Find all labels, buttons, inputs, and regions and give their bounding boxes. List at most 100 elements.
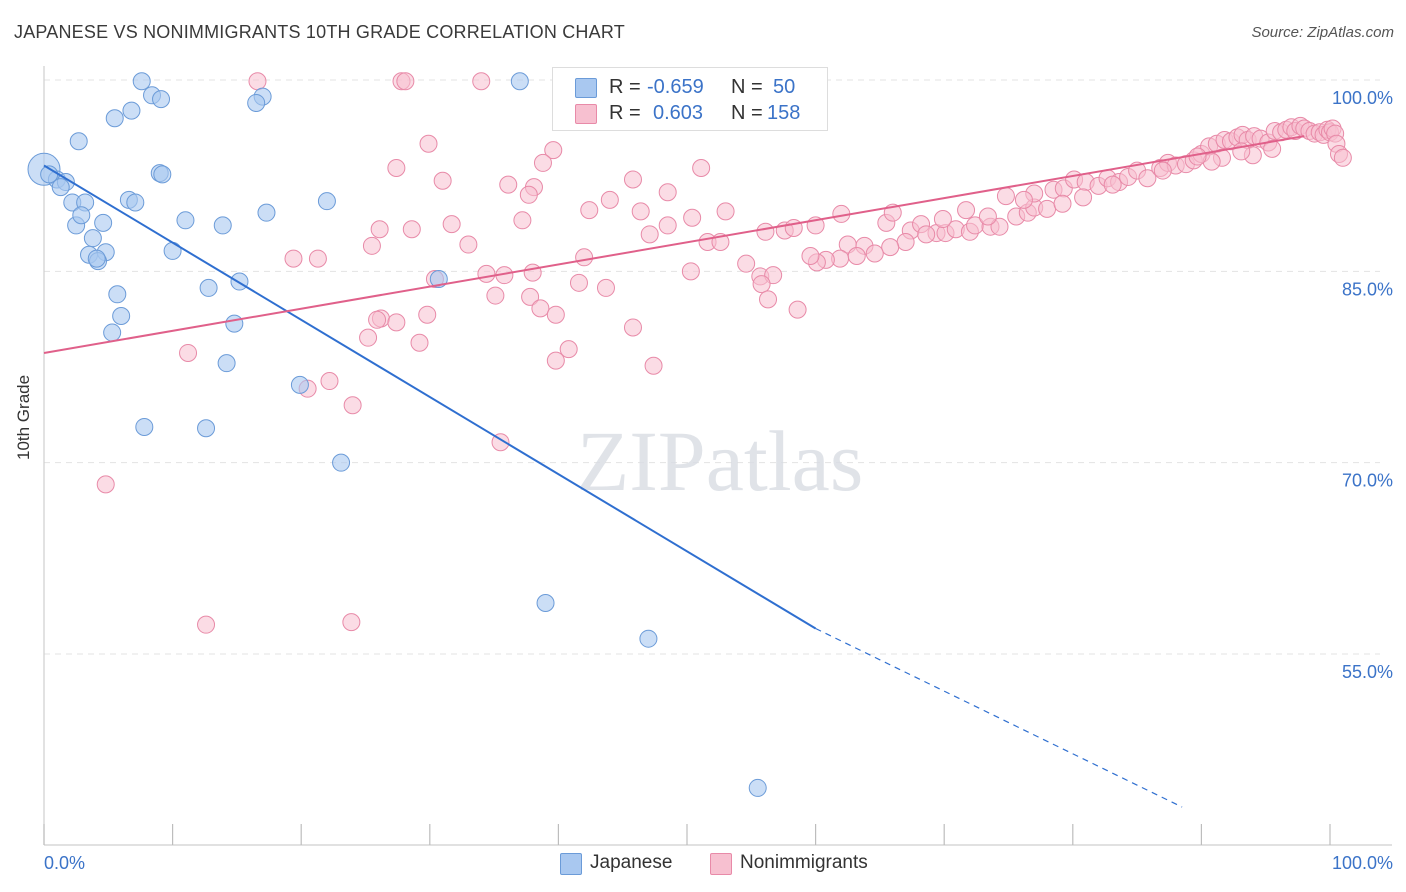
nonimmigrants-point	[683, 208, 702, 227]
nonimmigrants-point	[596, 278, 615, 297]
nonimmigrants-point	[370, 220, 389, 239]
nonimmigrants-point	[752, 275, 771, 294]
japanese-point	[72, 206, 91, 225]
nonimmigrants-point	[990, 217, 1009, 236]
nonimmigrants-point	[546, 351, 565, 370]
japanese-point	[126, 193, 145, 212]
nonimmigrants-point	[658, 183, 677, 202]
nonimmigrants-point	[575, 248, 594, 267]
nonimmigrants-point	[531, 299, 550, 318]
nonimmigrants-point	[756, 222, 775, 241]
nonimmigrants-point	[1333, 148, 1352, 167]
japanese-point	[69, 132, 88, 151]
nonimmigrants-point	[96, 475, 115, 494]
nonimmigrants-point	[1188, 147, 1207, 166]
legend-n-label: N =	[731, 76, 763, 98]
japanese-point	[197, 419, 216, 438]
japanese-point	[103, 323, 122, 342]
nonimmigrants-point	[996, 187, 1015, 206]
japanese-point	[510, 72, 529, 91]
correlation-legend: R = -0.659 N = 50 R = 0.603 N = 158	[552, 67, 828, 131]
nonimmigrants-point	[847, 247, 866, 266]
legend-swatch-japanese	[575, 78, 597, 98]
japanese-point	[332, 453, 351, 472]
nonimmigrants-point	[1103, 175, 1122, 194]
y-tick-label: 85.0%	[1342, 279, 1393, 299]
nonimmigrants-point	[896, 232, 915, 251]
nonimmigrants-point	[362, 236, 381, 255]
nonimmigrants-point	[569, 273, 588, 292]
japanese-point	[247, 93, 266, 112]
nonimmigrants-point	[1053, 194, 1072, 213]
japanese-point	[83, 229, 102, 248]
nonimmigrants-point	[692, 159, 711, 178]
nonimmigrants-point	[1038, 199, 1057, 218]
nonimmigrants-point	[1263, 139, 1282, 158]
nonimmigrants-point	[320, 372, 339, 391]
legend-r-value: -0.659	[647, 76, 704, 98]
japanese-point	[135, 417, 154, 436]
japanese-point	[108, 285, 127, 304]
japanese-point	[317, 192, 336, 211]
japanese-point	[122, 101, 141, 120]
trend-lines	[43, 135, 1305, 808]
nonimmigrants-point	[600, 190, 619, 209]
nonimmigrants-point	[179, 343, 198, 362]
nonimmigrants-point	[640, 225, 659, 244]
legend-n-label: N =	[731, 102, 763, 124]
bottom-legend-swatch-japanese	[560, 853, 582, 875]
nonimmigrants-point	[486, 286, 505, 305]
nonimmigrants-point	[580, 201, 599, 220]
y-tick-label: 70.0%	[1342, 471, 1393, 491]
nonimmigrants-point	[499, 175, 518, 194]
nonimmigrants-point	[631, 202, 650, 221]
nonimmigrants-point	[284, 249, 303, 268]
nonimmigrants-point	[442, 215, 461, 234]
nonimmigrants-point	[917, 225, 936, 244]
japanese-point	[105, 109, 124, 128]
nonimmigrants-point	[801, 247, 820, 266]
nonimmigrants-point	[433, 171, 452, 190]
nonimmigrants-point	[644, 356, 663, 375]
bottom-legend-label-nonimmigrants: Nonimmigrants	[740, 852, 868, 873]
nonimmigrants-point	[533, 153, 552, 172]
bottom-legend-label-japanese: Japanese	[590, 852, 673, 873]
japanese-point	[257, 203, 276, 222]
nonimmigrants-point	[681, 262, 700, 281]
japanese-point	[153, 165, 172, 184]
grid-lines	[44, 79, 1380, 655]
legend-r-value: 0.603	[653, 102, 704, 124]
nonimmigrants-point	[881, 238, 900, 257]
nonimmigrants-point	[737, 254, 756, 273]
nonimmigrants-point	[1138, 169, 1157, 188]
tick-labels: 100.0% 85.0% 70.0% 55.0% 0.0% 100.0%	[44, 88, 1393, 873]
nonimmigrants-points	[96, 72, 1352, 634]
nonimmigrants-point	[933, 210, 952, 229]
nonimmigrants-point	[623, 170, 642, 189]
nonimmigrants-point	[387, 313, 406, 332]
nonimmigrants-point	[1074, 188, 1093, 207]
chart-title: JAPANESE VS NONIMMIGRANTS 10TH GRADE COR…	[14, 22, 625, 42]
nonimmigrants-point	[519, 185, 538, 204]
nonimmigrants-point	[396, 72, 415, 91]
japanese-point	[94, 213, 113, 232]
nonimmigrants-trend-line	[43, 135, 1305, 354]
nonimmigrants-point	[546, 305, 565, 324]
japanese-point	[152, 90, 171, 109]
nonimmigrants-point	[1153, 161, 1172, 180]
legend-r-label: R =	[609, 102, 641, 124]
y-axis-label: 10th Grade	[14, 374, 33, 460]
nonimmigrants-point	[716, 202, 735, 221]
nonimmigrants-point	[343, 396, 362, 415]
nonimmigrants-point	[308, 249, 327, 268]
japanese-point	[536, 593, 555, 612]
nonimmigrants-point	[513, 211, 532, 230]
nonimmigrants-point	[759, 290, 778, 309]
nonimmigrants-point	[472, 72, 491, 91]
nonimmigrants-point	[957, 201, 976, 220]
nonimmigrants-point	[544, 141, 563, 160]
japanese-trend-line	[43, 164, 817, 630]
nonimmigrants-point	[623, 318, 642, 337]
legend-r-label: R =	[609, 76, 641, 98]
japanese-point	[217, 354, 236, 373]
